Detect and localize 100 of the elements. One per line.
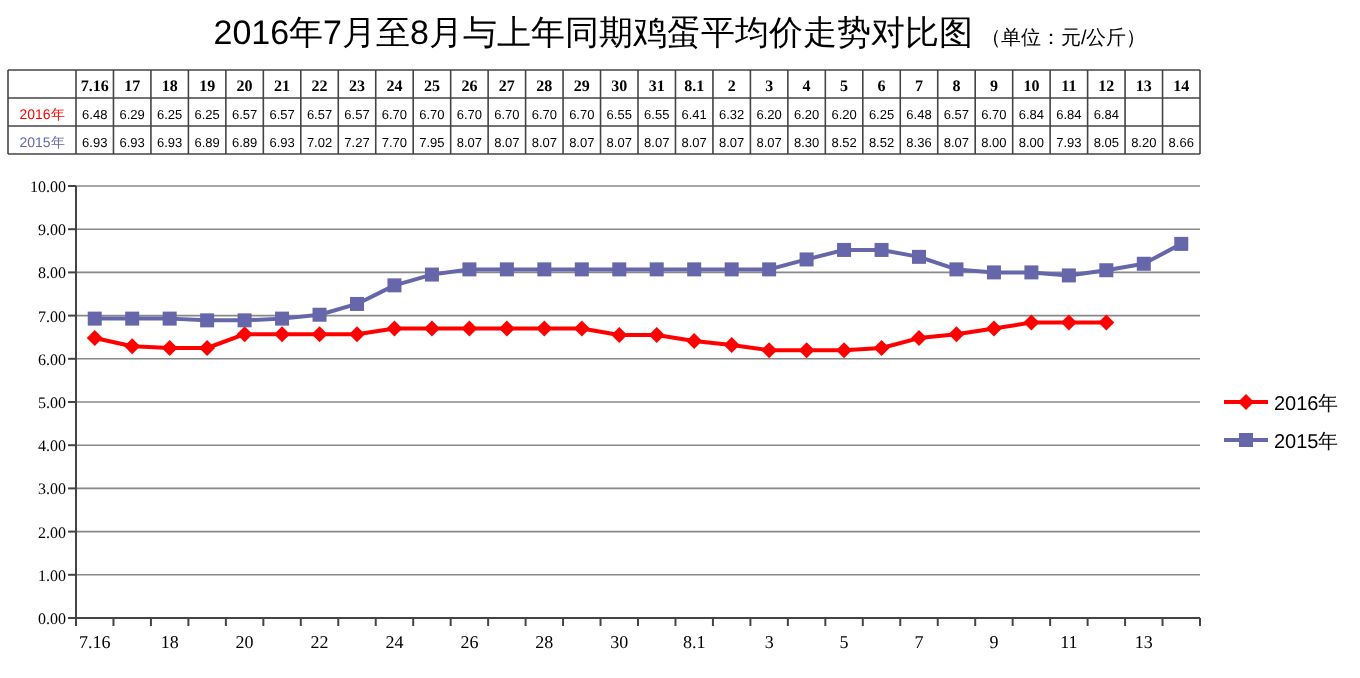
y-tick-label: 4.00 [38, 437, 66, 456]
point [199, 340, 216, 356]
point [648, 327, 665, 344]
point [499, 262, 514, 277]
point [949, 262, 964, 277]
point [723, 336, 740, 353]
x-tick-label: 26 [461, 77, 478, 95]
y-tick-label: 1.00 [38, 566, 66, 585]
point [350, 296, 364, 311]
x-tick-label: 21 [274, 77, 291, 95]
category-label: 18 [160, 632, 179, 652]
y-tick-label: 2.00 [38, 523, 66, 542]
point [1023, 314, 1040, 331]
category-label: 24 [385, 632, 404, 652]
x-tick-label: 2 [727, 77, 736, 95]
legend-label: 2015年 [1274, 430, 1339, 454]
point [537, 262, 552, 277]
point [612, 262, 627, 277]
point [1060, 314, 1077, 331]
category-label: 20 [235, 632, 254, 652]
point [461, 320, 478, 337]
category-label: 5 [839, 632, 849, 652]
x-tick-label: 20 [236, 77, 253, 95]
category-label: 9 [989, 632, 999, 652]
point [762, 262, 777, 277]
point [986, 265, 1001, 280]
point [387, 278, 402, 293]
category-label: 22 [310, 632, 329, 652]
point [87, 311, 102, 326]
x-tick-label: 7.16 [80, 77, 109, 95]
point [498, 320, 515, 337]
point [312, 307, 327, 322]
category-label: 26 [460, 632, 479, 652]
x-tick-label: 13 [1135, 77, 1152, 95]
x-tick-label: 17 [124, 77, 141, 95]
point [799, 252, 814, 267]
x-tick-label: 22 [311, 77, 328, 95]
x-tick-label: 23 [349, 77, 365, 95]
x-tick-label: 28 [536, 77, 553, 95]
point [687, 262, 702, 277]
y-tick-label: 8.00 [38, 264, 66, 283]
category-label: 7.16 [78, 632, 111, 652]
category-label: 11 [1060, 632, 1078, 652]
point [536, 320, 553, 337]
x-tick-label: 7 [915, 77, 923, 95]
category-label: 30 [610, 632, 629, 652]
point [349, 326, 365, 343]
point [686, 333, 703, 350]
point [874, 242, 889, 257]
chart-title: 2016年7月至8月与上年同期鸡蛋平均价走势对比图 [213, 14, 973, 52]
y-tick-label: 0.00 [38, 610, 66, 628]
point [985, 320, 1002, 337]
x-tick-label: 29 [573, 77, 590, 95]
point [948, 326, 965, 343]
point [649, 262, 664, 277]
y-tick-label: 5.00 [38, 394, 66, 412]
point [124, 338, 141, 355]
x-tick-label: 12 [1098, 77, 1115, 95]
x-tick-label: 25 [423, 77, 440, 95]
x-tick-label: 11 [1061, 77, 1077, 95]
chart-subtitle: （单位：元/公斤） [980, 26, 1147, 50]
point [1098, 314, 1115, 331]
point [724, 262, 739, 277]
x-tick-label: 8 [952, 77, 961, 95]
point [424, 267, 439, 282]
point [836, 342, 853, 359]
y-tick-label: 9.00 [38, 221, 66, 240]
x-tick-label: 27 [498, 77, 515, 95]
point [274, 326, 291, 343]
point [1136, 256, 1151, 271]
point [837, 242, 852, 257]
x-tick-label: 19 [199, 77, 216, 95]
point [236, 326, 253, 343]
x-tick-label: 14 [1173, 77, 1190, 95]
point [761, 342, 778, 359]
x-tick-label: 8.1 [684, 77, 705, 95]
category-label: 8.1 [682, 632, 706, 652]
point [1174, 236, 1189, 251]
point [574, 262, 589, 277]
point [423, 320, 440, 337]
x-tick-label: 30 [611, 77, 628, 95]
category-label: 28 [535, 632, 554, 652]
point [873, 340, 890, 356]
legend-label: 2016年 [1274, 392, 1339, 416]
x-tick-label: 9 [989, 77, 998, 95]
x-tick-label: 3 [765, 77, 774, 95]
x-tick-label: 31 [648, 77, 665, 95]
point [1099, 263, 1114, 278]
y-tick-label: 7.00 [38, 307, 66, 326]
point [1024, 265, 1039, 280]
y-tick-label: 3.00 [38, 480, 66, 499]
point [311, 326, 328, 343]
point [912, 249, 926, 264]
point [386, 320, 403, 337]
point [573, 320, 590, 337]
point [611, 327, 628, 344]
point [86, 330, 103, 347]
point [911, 330, 927, 347]
point [162, 311, 177, 326]
x-tick-label: 10 [1023, 77, 1040, 95]
